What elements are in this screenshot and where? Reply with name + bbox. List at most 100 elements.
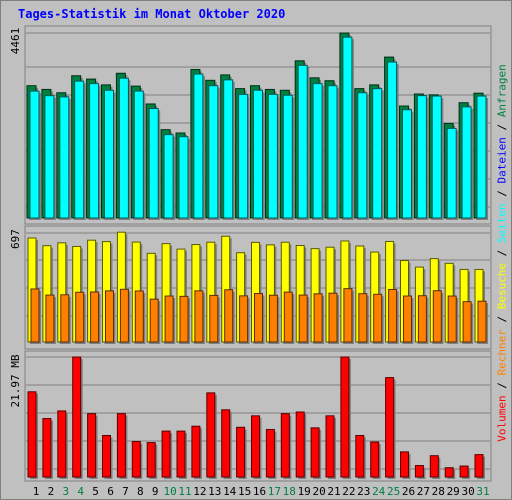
legend-separator: / xyxy=(495,375,509,396)
bar-seiten xyxy=(297,64,308,219)
bar-rechner xyxy=(328,292,338,343)
bar-seiten xyxy=(327,85,338,219)
bar-rechner xyxy=(224,289,234,343)
bar-seiten xyxy=(89,83,100,219)
bar-seiten xyxy=(208,85,219,219)
legend-entry-besuche: Besuche xyxy=(495,262,509,310)
bar-volumen xyxy=(310,427,320,478)
x-tick-label: 24 xyxy=(372,485,386,498)
bar-rechner xyxy=(149,298,159,343)
bar-volumen xyxy=(87,413,97,478)
bar-volumen xyxy=(206,392,216,478)
bar-volumen xyxy=(474,454,484,478)
bar-rechner xyxy=(105,290,114,343)
bar-seiten xyxy=(372,88,383,219)
bar-rechner xyxy=(75,291,85,343)
x-tick-label: 16 xyxy=(253,485,266,498)
bar-rechner xyxy=(283,291,293,343)
bar-rechner xyxy=(164,295,174,343)
x-tick-label: 12 xyxy=(193,485,206,498)
bar-volumen xyxy=(27,391,37,478)
legend-separator: / xyxy=(495,243,509,263)
x-tick-label: 20 xyxy=(312,485,325,498)
bar-seiten xyxy=(44,95,55,219)
bar-rechner xyxy=(298,294,308,343)
bar-seiten xyxy=(402,109,412,219)
bar-volumen xyxy=(57,410,67,478)
x-tick-label: 25 xyxy=(387,485,400,498)
bar-rechner xyxy=(194,290,204,343)
y-axis-max-label: 21.97 MB xyxy=(9,354,22,407)
x-tick-label: 19 xyxy=(298,485,311,498)
bar-rechner xyxy=(45,294,55,343)
bar-volumen xyxy=(265,428,275,478)
x-tick-label: 5 xyxy=(92,485,99,498)
x-tick-label: 22 xyxy=(342,485,355,498)
legend-entry-seiten: Seiten xyxy=(495,203,509,244)
x-tick-label: 9 xyxy=(152,485,159,498)
bar-seiten xyxy=(342,36,353,219)
bar-seiten xyxy=(133,90,144,219)
bar-seiten xyxy=(163,134,174,219)
bar-seiten xyxy=(387,61,398,219)
bar-volumen xyxy=(355,434,365,478)
chart-title: Tages-Statistik im Monat Oktober 2020 xyxy=(18,7,286,21)
bar-rechner xyxy=(60,294,70,343)
bar-volumen xyxy=(385,377,395,478)
bar-rechner xyxy=(239,295,249,343)
x-tick-label: 10 xyxy=(163,485,176,498)
bar-volumen xyxy=(116,413,126,478)
bar-rechner xyxy=(30,288,40,343)
bar-volumen xyxy=(146,442,156,478)
bar-volumen xyxy=(161,430,171,478)
series-legend: Volumen / Rechner / Besuche / Seiten / D… xyxy=(492,27,511,479)
bar-volumen xyxy=(444,467,454,478)
x-tick-label: 21 xyxy=(327,485,340,498)
bar-rechner xyxy=(403,295,412,343)
x-tick-label: 23 xyxy=(357,485,370,498)
bar-seiten xyxy=(118,77,129,219)
bar-seiten xyxy=(431,95,442,219)
bar-rechner xyxy=(388,288,398,343)
bar-rechner xyxy=(119,288,129,343)
legend-entry-volumen: Volumen xyxy=(495,395,509,442)
bar-rechner xyxy=(179,295,189,343)
bar-rechner xyxy=(209,294,219,343)
bar-rechner xyxy=(447,295,457,343)
x-tick-label: 7 xyxy=(122,485,129,498)
bar-rechner xyxy=(373,293,383,343)
x-tick-label: 6 xyxy=(107,485,114,498)
bar-seiten xyxy=(238,93,249,219)
x-tick-label: 15 xyxy=(238,485,251,498)
series-legend-text: Volumen / Rechner / Besuche / Seiten / D… xyxy=(496,64,509,442)
bar-seiten xyxy=(312,83,323,219)
bar-seiten xyxy=(178,136,189,219)
x-tick-label: 13 xyxy=(208,485,221,498)
bar-seiten xyxy=(461,106,472,219)
bar-seiten xyxy=(267,93,278,219)
bar-volumen xyxy=(295,411,305,478)
bar-volumen xyxy=(176,430,186,478)
y-axis-max-label: 697 xyxy=(9,229,22,249)
bar-volumen xyxy=(400,451,409,478)
bar-rechner xyxy=(343,288,353,343)
bar-volumen xyxy=(236,426,246,478)
bar-volumen xyxy=(102,434,111,478)
y-axis-max-label: 4461 xyxy=(9,28,22,55)
x-tick-label: 28 xyxy=(432,485,445,498)
bar-seiten xyxy=(357,92,368,219)
bar-seiten xyxy=(148,108,159,219)
bar-volumen xyxy=(251,415,260,478)
bar-seiten xyxy=(416,95,427,219)
bar-seiten xyxy=(282,94,293,219)
bar-seiten xyxy=(193,73,204,219)
legend-separator: / xyxy=(495,117,509,138)
x-tick-label: 4 xyxy=(77,485,84,498)
x-tick-label: 2 xyxy=(48,485,55,498)
x-tick-label: 29 xyxy=(447,485,460,498)
bar-seiten xyxy=(446,127,457,219)
bar-rechner xyxy=(417,295,427,343)
bar-volumen xyxy=(459,465,469,478)
legend-entry-dateien: Dateien xyxy=(495,137,509,184)
